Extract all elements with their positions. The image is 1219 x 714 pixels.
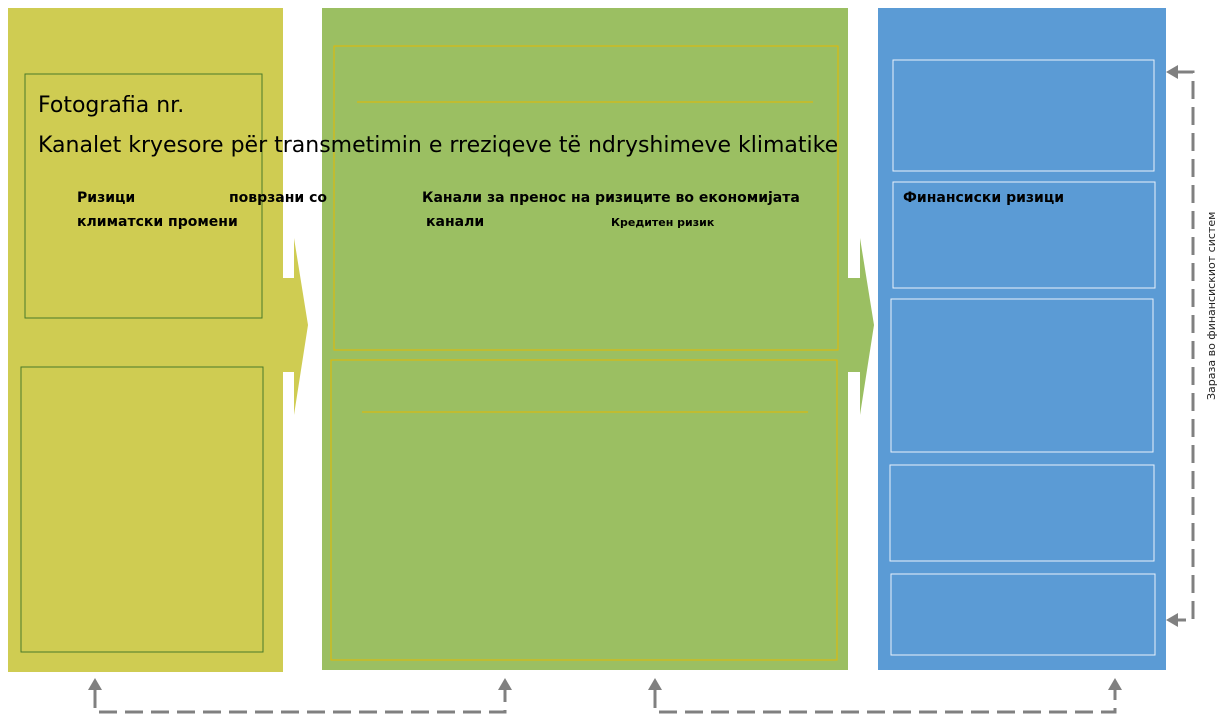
finance-column (878, 8, 1166, 670)
feedback-arrow (93, 690, 507, 714)
heading: климатски промени (77, 214, 238, 230)
heading: Финансиски ризици (903, 190, 1064, 206)
box (330, 359, 838, 661)
box (333, 45, 839, 351)
box (24, 73, 263, 319)
feedback-arrow (653, 690, 1117, 714)
box (892, 59, 1155, 172)
box (892, 181, 1156, 289)
heading: поврзани со (229, 190, 327, 206)
label: Fotografia nr. (38, 93, 184, 118)
heading: канали (426, 214, 484, 230)
side-label: Зараза во финансискиот систем (1205, 212, 1218, 400)
heading: Ризици (77, 190, 135, 206)
heading: Канали за пренос на ризиците во економиј… (422, 190, 800, 206)
arrowhead (88, 678, 102, 690)
subheading: Кредитен ризик (611, 216, 715, 229)
box (20, 366, 264, 653)
arrowhead (1108, 678, 1122, 690)
box (890, 573, 1156, 656)
title: Kanalet kryesore për transmetimin e rrez… (38, 133, 838, 158)
feedback-arrow (1176, 70, 1195, 622)
arrow (848, 238, 874, 415)
arrowhead (1166, 613, 1178, 627)
arrowhead (1166, 65, 1178, 79)
box (889, 464, 1155, 562)
channel-column (322, 8, 848, 670)
arrowhead (498, 678, 512, 690)
box (890, 298, 1154, 453)
risk-column (8, 8, 283, 672)
arrowhead (648, 678, 662, 690)
arrow (283, 238, 308, 415)
